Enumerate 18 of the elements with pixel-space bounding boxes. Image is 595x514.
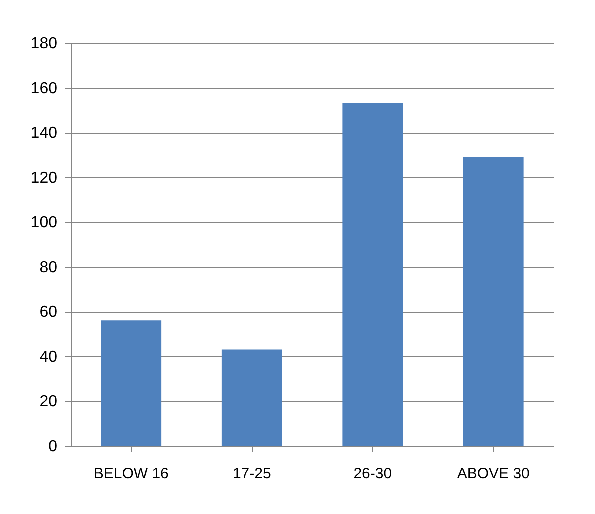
y-tick-label: 40 xyxy=(40,348,58,366)
bar xyxy=(222,350,282,446)
x-tick-label: BELOW 16 xyxy=(94,466,169,482)
x-tick-label: ABOVE 30 xyxy=(457,466,530,482)
y-tick-label: 120 xyxy=(30,170,58,187)
y-tick-label: 160 xyxy=(30,80,58,98)
x-tick-label: 17-25 xyxy=(232,466,272,482)
y-tick-label: 0 xyxy=(48,438,58,456)
y-tick-label: 60 xyxy=(40,304,58,322)
bar xyxy=(342,103,404,446)
y-tick-label: 180 xyxy=(30,36,58,52)
x-tick-label: 26-30 xyxy=(354,466,392,482)
y-tick-label: 80 xyxy=(40,259,58,276)
y-tick-label: 140 xyxy=(30,125,58,142)
bar xyxy=(463,157,524,446)
y-tick-label: 100 xyxy=(30,214,58,232)
y-tick-label: 20 xyxy=(40,394,58,411)
bar xyxy=(101,320,162,446)
